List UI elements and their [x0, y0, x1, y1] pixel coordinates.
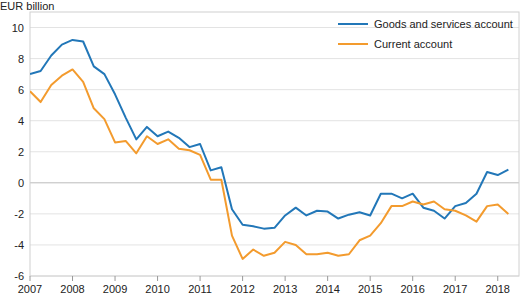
x-tick-label: 2018 — [485, 283, 509, 295]
grid-line — [30, 89, 519, 90]
plot-area — [30, 40, 508, 259]
y-tick-label: 8 — [18, 53, 24, 65]
y-label: EUR billion — [0, 0, 54, 12]
legend-label: Current account — [374, 38, 452, 50]
x-tick — [30, 276, 31, 281]
y-tick-label: -6 — [14, 270, 24, 282]
y-tick-label: -4 — [14, 239, 24, 251]
legend-swatch — [338, 43, 368, 45]
x-tick-label: 2013 — [273, 283, 297, 295]
x-tick — [200, 276, 201, 281]
y-tick-label: 0 — [18, 177, 24, 189]
grid-line — [30, 244, 519, 245]
x-tick — [370, 276, 371, 281]
y-tick-label: 10 — [12, 22, 24, 34]
grid-line — [30, 120, 519, 121]
x-tick-label: 2009 — [103, 283, 127, 295]
x-tick-label: 2014 — [315, 283, 339, 295]
chart: EUR billion -6 -4 -2 0 2 4 6 8 10 2007 2008 2009 2010… — [0, 0, 529, 302]
legend-swatch — [338, 23, 368, 25]
x-tick-label: 2008 — [60, 283, 84, 295]
y-tick-label: -2 — [14, 208, 24, 220]
x-tick-label: 2012 — [230, 283, 254, 295]
y-tick-label: 4 — [18, 115, 24, 127]
x-tick — [115, 276, 116, 281]
x-tick — [285, 276, 286, 281]
x-tick — [327, 276, 328, 281]
x-tick — [497, 276, 498, 281]
grid-line — [30, 151, 519, 152]
x-tick — [242, 276, 243, 281]
x-tick — [72, 276, 73, 281]
plot-frame — [30, 12, 519, 276]
x-tick — [455, 276, 456, 281]
x-tick — [157, 276, 158, 281]
grid-line — [30, 213, 519, 214]
legend: Goods and services account Current accoun… — [338, 18, 513, 50]
y-tick-label: 2 — [18, 146, 24, 158]
x-tick-label: 2007 — [18, 283, 42, 295]
x-tick-label: 2016 — [400, 283, 424, 295]
x-tick-label: 2017 — [443, 283, 467, 295]
grid-line — [30, 58, 519, 59]
y-tick-label: 6 — [18, 84, 24, 96]
legend-label: Goods and services account — [374, 18, 513, 30]
x-tick — [412, 276, 413, 281]
x-tick-label: 2011 — [188, 283, 212, 295]
x-tick-label: 2010 — [145, 283, 169, 295]
x-tick-label: 2015 — [358, 283, 382, 295]
series-line — [30, 69, 508, 258]
grid-line — [30, 182, 519, 183]
series-line — [30, 40, 508, 229]
